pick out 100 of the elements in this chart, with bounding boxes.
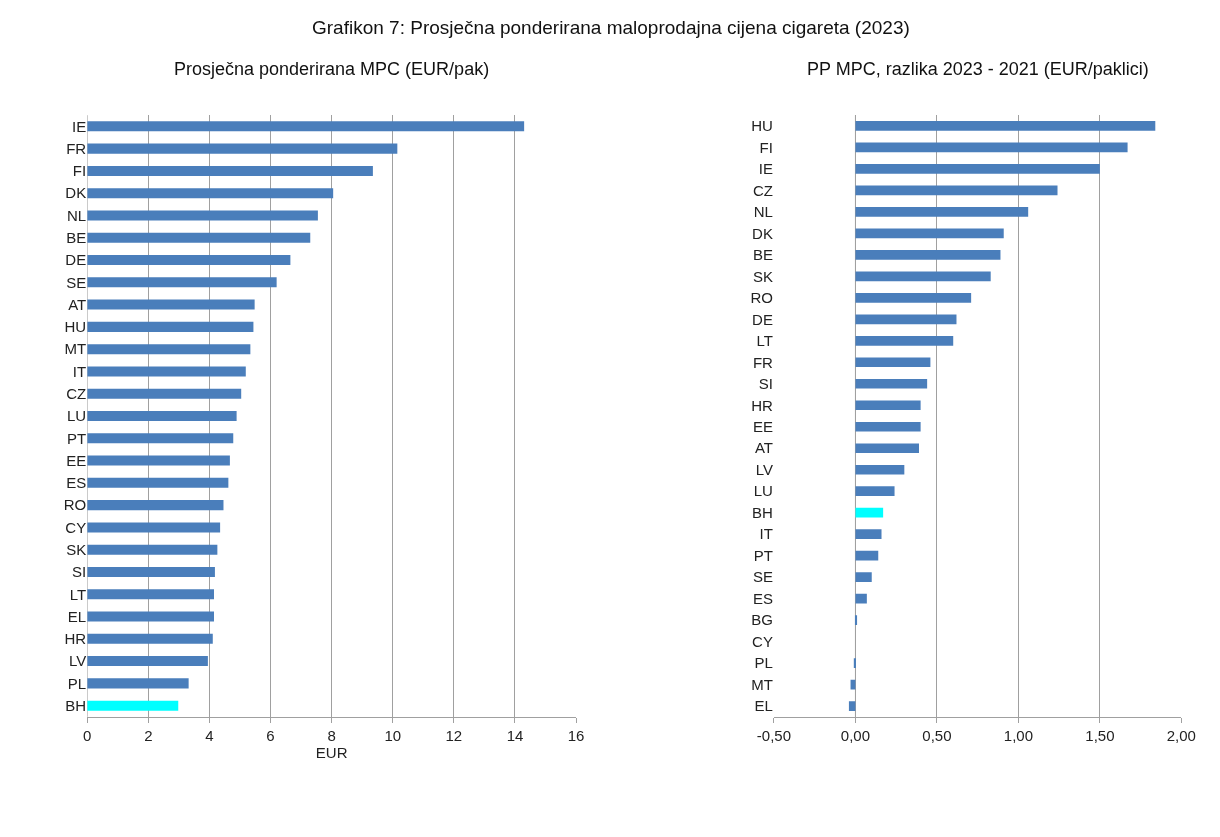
x-tick-label: 1,50: [1085, 726, 1115, 744]
y-tick-label: LU: [67, 407, 87, 425]
x-tick-label: 0: [83, 726, 92, 744]
bar: [855, 529, 882, 540]
y-tick-label: ES: [752, 589, 773, 607]
y-tick-label: DE: [65, 251, 87, 269]
y-tick-label: PL: [754, 654, 773, 672]
bar: [87, 544, 218, 555]
bar: [87, 522, 221, 533]
y-tick-label: RO: [63, 496, 87, 514]
bar: [855, 314, 957, 325]
bar: [87, 143, 398, 154]
y-tick-label: RO: [750, 289, 773, 307]
bar: [853, 658, 856, 668]
bar: [855, 378, 928, 389]
bar: [855, 185, 1058, 196]
x-tick-label: 10: [384, 726, 402, 744]
y-tick-label: DE: [752, 310, 773, 328]
bar: [87, 477, 229, 488]
y-tick-label: SK: [752, 267, 773, 285]
y-tick-label: EL: [67, 607, 87, 625]
bar: [87, 299, 255, 310]
y-tick-label: IT: [759, 525, 773, 543]
x-tick-label: 2,00: [1166, 726, 1196, 744]
y-tick-label: EL: [754, 697, 773, 715]
bar: [87, 188, 334, 199]
bar: [855, 142, 1128, 153]
bar: [855, 593, 867, 604]
y-tick-label: SK: [66, 540, 87, 558]
y-tick-label: IE: [72, 117, 87, 135]
bar: [855, 550, 879, 561]
bar: [87, 255, 291, 266]
x-axis-title: EUR: [315, 743, 348, 761]
y-tick-label: DK: [752, 224, 773, 242]
y-tick-label: FR: [66, 139, 87, 157]
x-tick-label: 16: [567, 726, 585, 744]
bar: [855, 464, 905, 475]
bar: [87, 633, 213, 644]
bar: [855, 486, 895, 497]
y-tick-label: LT: [69, 585, 87, 603]
x-tick-label: 0,50: [922, 726, 952, 744]
y-tick-label: ES: [66, 474, 87, 492]
y-tick-label: FI: [759, 138, 773, 156]
y-tick-label: HR: [751, 396, 774, 414]
y-tick-label: HU: [751, 117, 773, 135]
y-tick-label: MT: [64, 340, 87, 358]
bar: [87, 210, 318, 221]
bar: [855, 292, 972, 303]
bar: [87, 700, 179, 711]
bar: [87, 678, 189, 689]
bar: [855, 207, 1029, 217]
bar: [87, 232, 311, 243]
y-tick-label: IT: [72, 362, 87, 380]
y-tick-label: HR: [64, 630, 87, 648]
y-tick-label: SI: [72, 563, 87, 581]
bar: [855, 271, 991, 282]
bar: [87, 366, 246, 377]
y-tick-label: BG: [751, 611, 773, 629]
bar: [87, 589, 214, 600]
y-tick-label: BH: [65, 696, 87, 714]
x-tick-label: 0,00: [840, 726, 871, 744]
y-tick-label: NL: [753, 203, 773, 221]
y-tick-label: PT: [67, 429, 87, 447]
bar: [87, 656, 208, 667]
y-tick-label: SE: [66, 273, 87, 291]
bar: [855, 421, 921, 432]
x-tick-label: 8: [327, 726, 336, 744]
bar: [87, 433, 234, 444]
bar: [855, 400, 921, 411]
y-tick-label: BE: [66, 229, 87, 246]
y-tick-label: CY: [65, 518, 87, 536]
chart-title: Prosječna ponderirana MPC (EUR/pak): [174, 59, 490, 79]
y-tick-label: MT: [751, 675, 773, 693]
y-tick-label: FR: [752, 353, 774, 371]
y-tick-label: NL: [67, 206, 87, 224]
bar: [87, 566, 215, 577]
y-tick-label: BH: [752, 503, 773, 521]
y-tick-label: AT: [754, 439, 773, 457]
y-tick-label: PT: [753, 546, 773, 564]
chart-title: PP MPC, razlika 2023 - 2021 (EUR/paklici): [807, 59, 1149, 79]
y-tick-label: IE: [758, 160, 773, 178]
y-tick-label: EE: [752, 417, 773, 435]
bar: [87, 388, 242, 399]
x-tick-label: 4: [205, 726, 214, 744]
x-tick-label: 12: [445, 726, 463, 744]
x-tick-label: -0,50: [756, 726, 792, 744]
y-tick-label: SE: [752, 568, 773, 586]
bar: [855, 507, 884, 518]
x-tick-label: 1,00: [1003, 726, 1033, 744]
bar: [87, 455, 230, 466]
y-tick-label: CY: [752, 632, 773, 650]
bar: [87, 165, 373, 176]
y-tick-label: BE: [752, 246, 773, 264]
bar: [855, 164, 1100, 174]
bar: [848, 701, 856, 711]
bar: [87, 277, 277, 288]
x-tick-label: 14: [506, 726, 524, 744]
bar: [87, 611, 214, 622]
bar: [87, 500, 224, 511]
y-tick-label: EE: [66, 451, 87, 469]
